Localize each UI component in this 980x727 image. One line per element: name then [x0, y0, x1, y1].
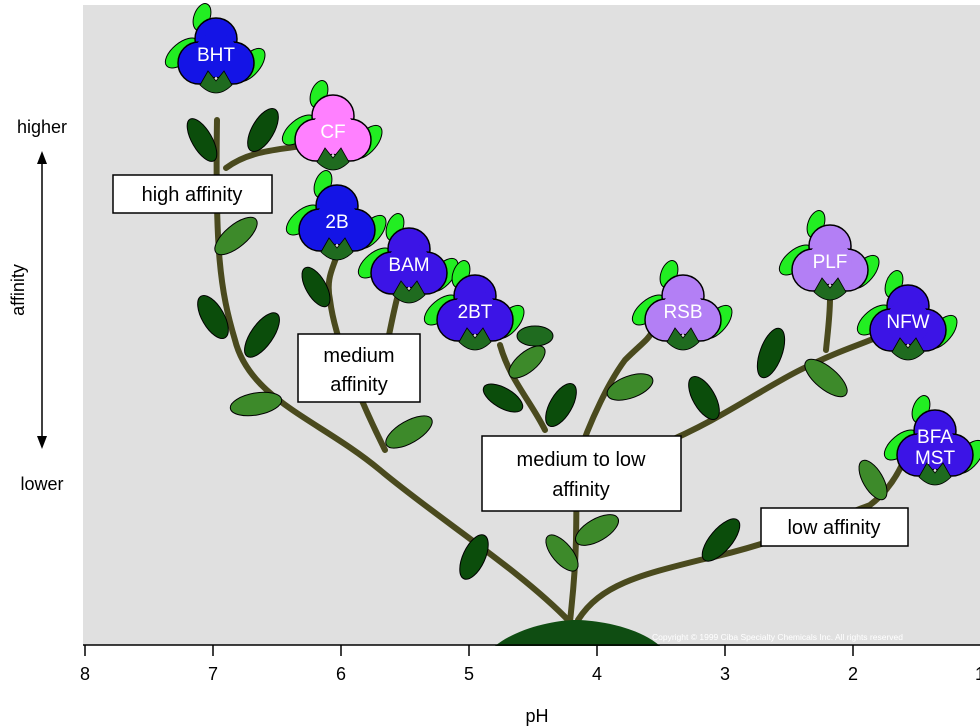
label-medium-affinity: medium affinity: [297, 333, 421, 403]
label-high-affinity-text: high affinity: [142, 184, 243, 206]
leaf: [385, 415, 433, 449]
leaf: [701, 518, 741, 562]
leaf: [545, 534, 579, 572]
flower-bam: BAM: [357, 213, 459, 304]
stem-2bt: [497, 342, 548, 433]
stem-cf: [223, 143, 303, 171]
leaf: [508, 345, 546, 379]
flower-nfw: NFW: [856, 270, 958, 361]
leaf: [482, 383, 524, 413]
leaf: [244, 312, 280, 358]
stem-rsb: [574, 329, 655, 463]
x-tick-label: 7: [208, 664, 218, 684]
x-axis: 8 7 6 5 4 3 2 1 pH: [80, 644, 980, 726]
flower-label: BHT: [197, 45, 235, 66]
label-medium-low-affinity: medium to low affinity: [481, 435, 682, 512]
y-axis-label: affinity: [8, 264, 28, 316]
stem-right-branch: [657, 333, 883, 448]
leaves: [186, 108, 888, 580]
leaf: [459, 534, 489, 580]
leaf: [301, 266, 331, 308]
x-tick-label: 2: [848, 664, 858, 684]
ground-mound: [495, 620, 660, 646]
flower-label: RSB: [663, 302, 702, 323]
x-tick-label: 6: [336, 664, 346, 684]
label-low-affinity: low affinity: [760, 507, 909, 547]
leaf: [197, 295, 229, 339]
copyright-text: Copyright © 1999 Ciba Specialty Chemical…: [652, 632, 903, 642]
leaf: [545, 383, 577, 427]
flower-label: 2BT: [458, 302, 493, 323]
flower-label-2: MST: [915, 448, 956, 469]
flower-2bt: 2BT: [423, 260, 525, 351]
flower-2b: 2B: [285, 170, 387, 261]
leaf: [229, 391, 283, 417]
flower-label: 2B: [325, 212, 348, 233]
leaf: [804, 358, 848, 398]
leaf: [688, 376, 720, 420]
label-medium-low-line1: medium to low: [517, 449, 646, 471]
leaf: [575, 514, 619, 546]
label-high-affinity: high affinity: [112, 174, 273, 214]
flower-plf: PLF: [778, 210, 880, 301]
flower-cf: CF: [281, 80, 383, 171]
stem-plf: [823, 295, 833, 353]
x-tick-label: 5: [464, 664, 474, 684]
leaf: [606, 373, 654, 401]
y-axis-arrow-up: [37, 151, 47, 164]
label-medium-affinity-line2: affinity: [330, 374, 387, 396]
leaf: [516, 325, 554, 347]
flower-rsb: RSB: [631, 260, 733, 351]
flower-label: BFA: [917, 427, 953, 448]
label-low-affinity-text: low affinity: [787, 517, 880, 539]
leaf: [756, 327, 786, 379]
leaf: [186, 118, 218, 162]
flower-label: NFW: [886, 312, 929, 333]
x-tick-label: 4: [592, 664, 602, 684]
label-medium-affinity-line1: medium: [323, 345, 394, 367]
x-tick-label: 3: [720, 664, 730, 684]
flower-label: CF: [320, 122, 345, 143]
flower-label: PLF: [813, 252, 848, 273]
leaf: [247, 108, 279, 152]
x-axis-label: pH: [525, 706, 548, 726]
leaf: [858, 459, 888, 501]
label-medium-low-line2: affinity: [552, 479, 609, 501]
flower-bht: BHT: [164, 3, 266, 94]
y-axis: higher lower affinity: [8, 117, 67, 494]
leaf: [214, 216, 258, 256]
y-axis-top-label: higher: [17, 117, 67, 137]
x-tick-label: 8: [80, 664, 90, 684]
y-axis-arrow-down: [37, 436, 47, 449]
y-axis-bottom-label: lower: [20, 474, 63, 494]
flower-label: BAM: [388, 255, 429, 276]
stem-2b: [325, 255, 388, 453]
x-tick-label: 1: [975, 664, 980, 684]
